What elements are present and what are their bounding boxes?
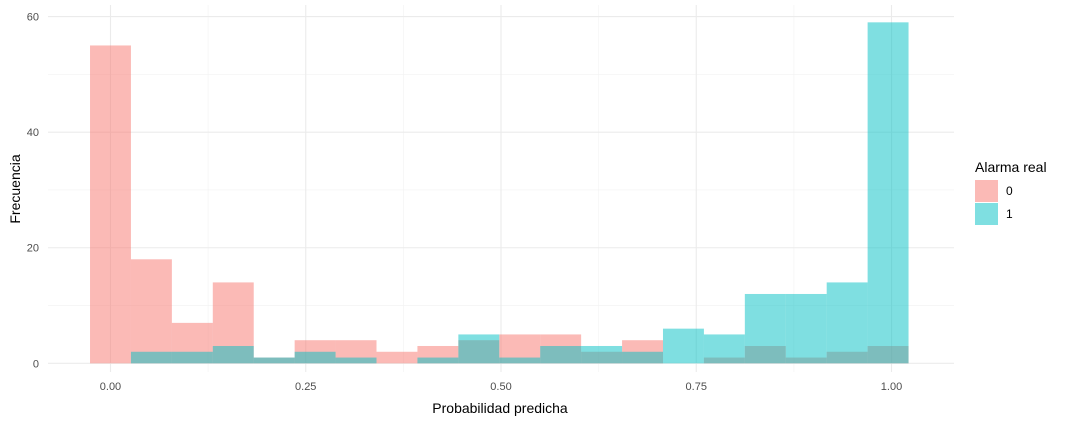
bar-series-1-bin-8 — [417, 357, 459, 364]
y-axis-ticks: 0 20 40 60 — [27, 12, 39, 371]
legend-key-0 — [975, 180, 998, 202]
y-tick-label: 40 — [27, 127, 39, 139]
bar-series-1-bin-9 — [458, 334, 500, 364]
bar-series-1-bin-4 — [253, 357, 295, 364]
bar-series-1-bin-15 — [703, 334, 745, 364]
series-1 — [130, 22, 909, 364]
bar-series-0-bin-0 — [90, 45, 131, 364]
bar-series-1-bin-16 — [744, 293, 786, 364]
bar-series-0-bin-1 — [130, 259, 172, 364]
y-axis-title: Frecuencia — [7, 154, 23, 223]
bar-series-1-bin-11 — [540, 345, 582, 364]
bar-series-1-bin-14 — [662, 328, 704, 364]
y-tick-label: 20 — [27, 243, 39, 255]
bar-series-1-bin-18 — [826, 282, 868, 364]
bar-series-0-bin-7 — [376, 351, 418, 364]
y-tick-label: 0 — [33, 358, 39, 370]
y-tick-label: 60 — [27, 12, 39, 24]
x-axis-ticks: 0.00 0.25 0.50 0.75 1.00 — [100, 381, 902, 393]
x-axis-title: Probabilidad predicha — [432, 400, 568, 416]
legend: Alarma real 0 1 — [975, 159, 1047, 225]
bar-series-1-bin-19 — [867, 22, 909, 364]
bar-series-1-bin-13 — [622, 351, 663, 364]
x-tick-label: 0.25 — [295, 381, 316, 393]
x-tick-label: 1.00 — [881, 381, 902, 393]
legend-label-1: 1 — [1006, 207, 1013, 221]
x-tick-label: 0.00 — [100, 381, 121, 393]
bar-series-1-bin-2 — [171, 351, 213, 364]
bars-layer — [90, 22, 909, 364]
bar-series-1-bin-10 — [499, 357, 541, 364]
legend-key-1 — [975, 203, 998, 225]
x-tick-label: 0.50 — [490, 381, 511, 393]
bar-series-0-bin-6 — [335, 340, 377, 364]
legend-title: Alarma real — [975, 159, 1047, 175]
bar-series-1-bin-5 — [294, 351, 336, 364]
bar-series-1-bin-12 — [581, 345, 623, 364]
x-tick-label: 0.75 — [686, 381, 707, 393]
legend-label-0: 0 — [1006, 184, 1013, 198]
bar-series-1-bin-6 — [335, 357, 377, 364]
bar-series-1-bin-3 — [212, 345, 254, 364]
bar-series-1-bin-17 — [785, 293, 827, 364]
bar-series-1-bin-1 — [130, 351, 172, 364]
